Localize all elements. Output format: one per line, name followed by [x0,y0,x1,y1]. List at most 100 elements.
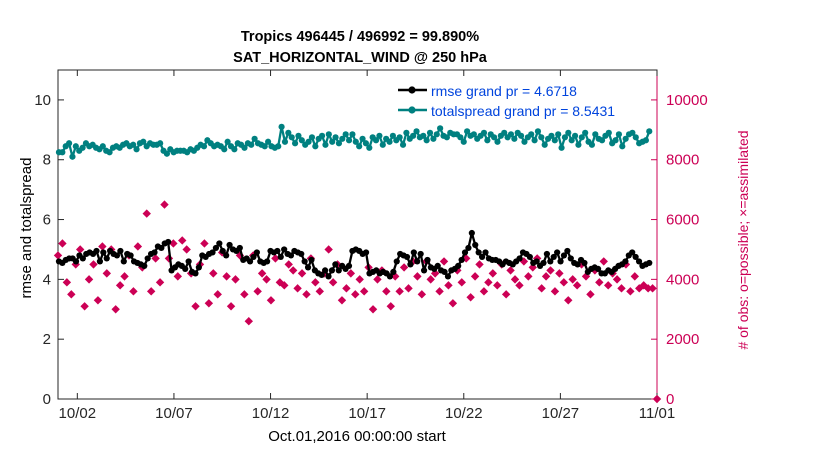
obs-possible-point [178,236,187,245]
rmse-point [393,258,400,265]
spread-point [433,131,440,138]
rmse-point [127,252,134,259]
obs-possible-point [528,263,537,272]
spread-point [248,141,255,148]
x-tick-label: 11/01 [639,405,675,422]
rmse-point [472,241,479,249]
spread-point [558,144,565,151]
rmse-point [246,258,254,265]
obs-possible-point [603,281,613,290]
rmse-point [458,256,465,264]
rmse-point [482,249,489,256]
obs-possible-point [182,245,191,254]
obs-possible-point [146,287,156,296]
obs-possible-point [302,290,311,299]
spread-point [629,129,636,136]
obs-possible-point [84,275,94,284]
spread-point [305,138,312,145]
spread-point [568,137,575,144]
spread-point [484,137,491,144]
obs-possible-point [559,278,569,287]
obs-possible-point [151,254,160,263]
rmse-point [444,273,452,280]
obs-possible-point [288,266,298,275]
rmse-point [287,252,295,259]
rmse-point [403,253,411,261]
rmse-point [420,267,428,274]
spread-point [106,149,113,156]
spread-point [59,149,66,156]
legend-spread-marker [408,106,416,114]
spread-point [491,134,498,141]
spread-point [352,138,359,145]
spread-point [582,129,589,136]
rmse-point [117,247,124,255]
y-tick-left-label: 0 [43,391,51,408]
rmse-point [345,262,353,270]
chart-subtitle: SAT_HORIZONTAL_WIND @ 250 hPa [233,50,488,66]
rmse-point [209,249,216,256]
spread-point [410,132,417,139]
spread-point [457,134,464,141]
obs-possible-point [266,296,276,305]
rmse-point [629,249,636,256]
rmse-point [328,267,336,274]
rmse-point [632,253,639,261]
rmse-point [264,258,271,265]
y-tick-right-label: 8000 [666,152,699,169]
obs-possible-point [510,275,520,284]
rmse-point [417,250,424,258]
spread-point [359,135,366,142]
spread-point [592,131,599,138]
y-tick-right-label: 0 [666,391,674,408]
spread-point [251,135,258,142]
rmse-point [646,259,653,267]
obs-possible-point [426,275,435,284]
spread-point [460,138,467,145]
obs-possible-point [635,284,644,293]
obs-possible-point [155,278,165,287]
obs-possible-point [537,284,546,293]
spread-point [551,137,558,144]
obs-possible-point [115,281,125,290]
spread-point [598,137,606,144]
obs-possible-point [271,254,280,263]
rmse-point [93,247,100,255]
obs-possible-point [89,260,98,269]
obs-possible-point [479,287,489,296]
x-tick-label: 10/17 [348,405,386,422]
rmse-point [441,268,448,275]
spread-point [615,131,623,138]
spread-point [318,132,326,139]
obs-possible-point [630,272,640,281]
rmse-point [250,253,257,261]
spread-point [339,135,346,142]
obs-possible-point [262,275,271,284]
spread-point [622,135,629,142]
rmse-point [574,261,581,268]
obs-possible-point [133,242,143,251]
obs-possible-point [448,299,458,308]
obs-possible-point [240,290,249,299]
rmse-point [332,261,339,268]
rmse-point [622,258,629,265]
obs-possible-point [120,272,129,281]
spread-point [356,143,363,150]
spread-point [345,137,353,144]
obs-possible-point [382,287,391,296]
spread-point [72,143,79,150]
spread-point [133,146,140,153]
spread-point [342,131,349,138]
obs-possible-point [355,275,364,284]
obs-possible-point [280,281,289,290]
obs-possible-point [581,272,591,281]
rmse-point [185,258,192,265]
rmse-point [308,256,315,264]
spread-point [588,141,596,148]
spread-point [430,135,437,142]
obs-possible-point [417,290,427,299]
rmse-point [120,258,127,265]
obs-possible-point [102,269,112,278]
spread-point [605,129,612,136]
spread-point [423,137,430,144]
